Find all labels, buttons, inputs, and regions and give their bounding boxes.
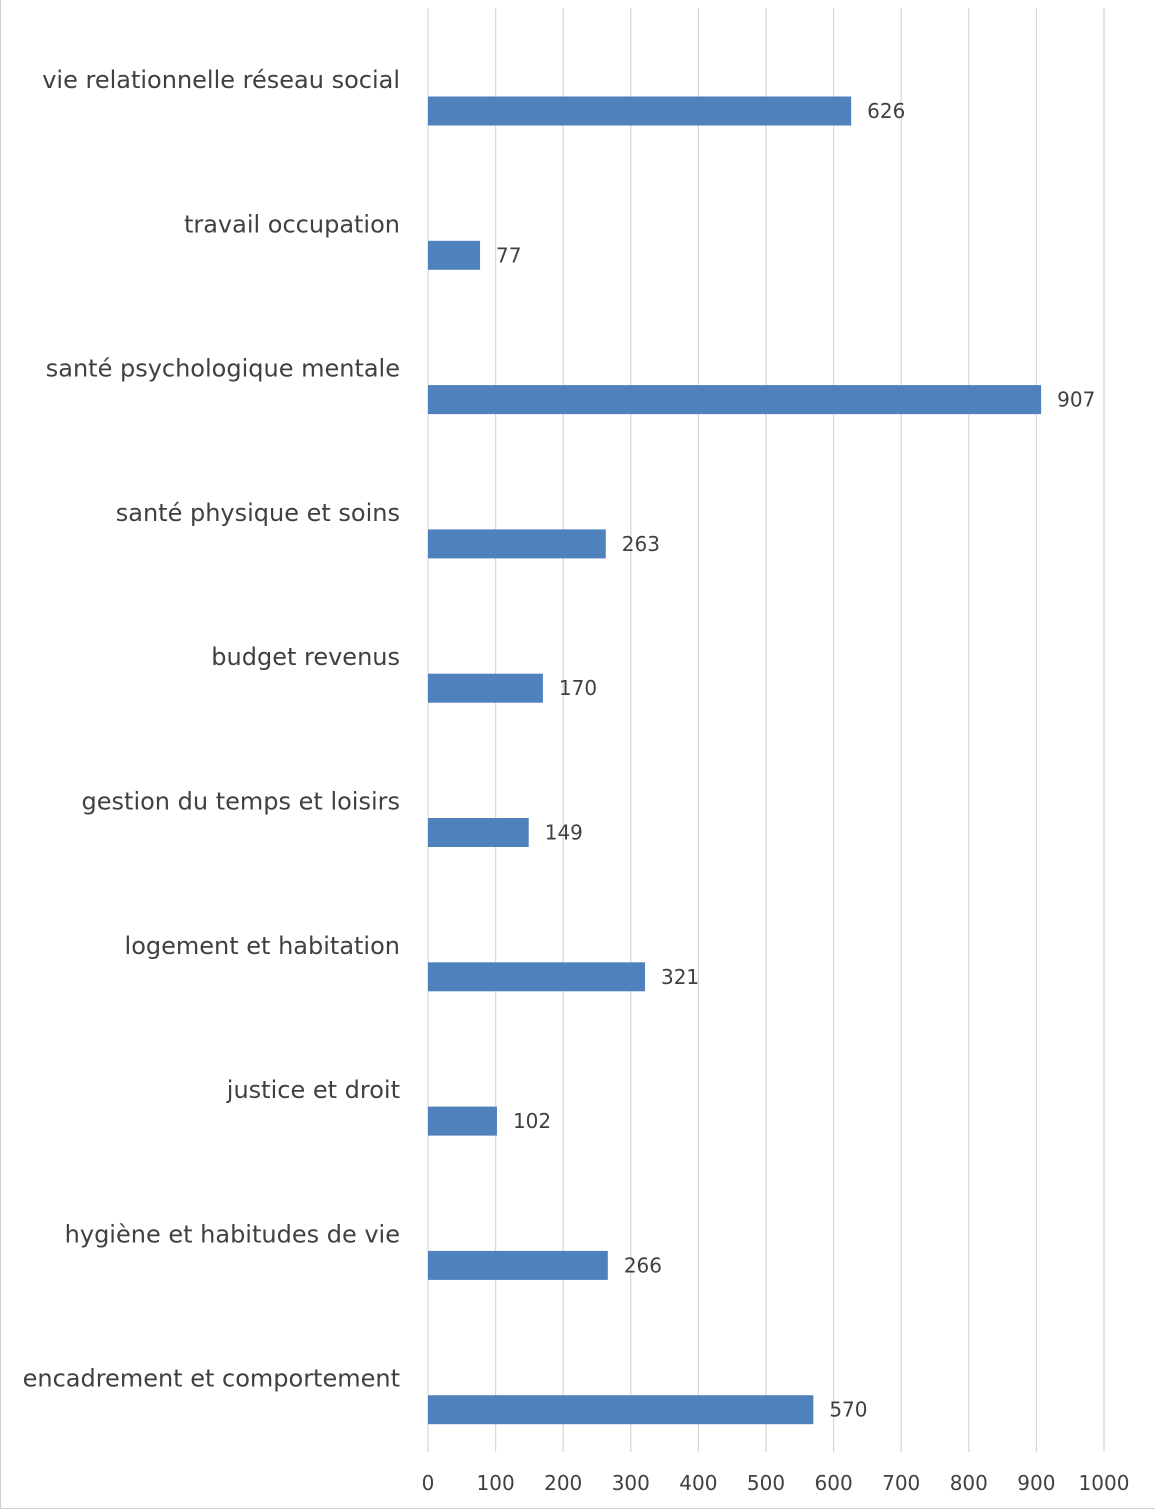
data-label-3: 263 bbox=[622, 532, 660, 556]
x-axis-ticks: 0 100 200 300 400 500 600 700 800 900 1000 bbox=[422, 1471, 1130, 1495]
bars bbox=[428, 96, 1042, 1425]
category-label-2: santé psychologique mentale bbox=[46, 355, 400, 383]
data-label-8: 266 bbox=[624, 1253, 662, 1277]
x-tick-label-400: 400 bbox=[679, 1471, 717, 1495]
bar-3 bbox=[428, 529, 606, 559]
data-label-0: 626 bbox=[867, 99, 905, 123]
x-tick-label-100: 100 bbox=[477, 1471, 515, 1495]
bar-1 bbox=[428, 240, 481, 270]
data-label-4: 170 bbox=[559, 676, 597, 700]
data-labels: 626 77 907 263 170 149 321 102 266 570 bbox=[496, 99, 1095, 1422]
bar-6 bbox=[428, 962, 645, 992]
data-label-1: 77 bbox=[496, 243, 521, 267]
category-label-9: encadrement et comportement bbox=[23, 1365, 400, 1393]
category-label-0: vie relationnelle réseau social bbox=[42, 66, 400, 94]
x-tick-label-900: 900 bbox=[1017, 1471, 1055, 1495]
x-tick-label-700: 700 bbox=[882, 1471, 920, 1495]
x-tick-label-1000: 1000 bbox=[1079, 1471, 1130, 1495]
bar-9 bbox=[428, 1395, 814, 1425]
data-label-7: 102 bbox=[513, 1109, 551, 1133]
bar-8 bbox=[428, 1250, 608, 1280]
bar-7 bbox=[428, 1106, 497, 1136]
category-label-8: hygiène et habitudes de vie bbox=[65, 1220, 400, 1248]
bar-4 bbox=[428, 673, 543, 703]
gridlines bbox=[427, 8, 1105, 1452]
category-label-7: justice et droit bbox=[226, 1076, 400, 1104]
category-label-1: travail occupation bbox=[184, 210, 400, 238]
bar-2 bbox=[428, 385, 1042, 415]
bar-5 bbox=[428, 818, 529, 847]
x-tick-label-300: 300 bbox=[612, 1471, 650, 1495]
x-tick-label-600: 600 bbox=[815, 1471, 853, 1495]
category-label-5: gestion du temps et loisirs bbox=[82, 788, 400, 816]
bar-0 bbox=[428, 96, 852, 126]
data-label-6: 321 bbox=[661, 965, 699, 989]
data-label-9: 570 bbox=[829, 1398, 867, 1422]
x-tick-label-200: 200 bbox=[544, 1471, 582, 1495]
category-label-4: budget revenus bbox=[211, 643, 400, 671]
x-tick-label-500: 500 bbox=[747, 1471, 785, 1495]
data-label-2: 907 bbox=[1057, 388, 1095, 412]
x-tick-label-0: 0 bbox=[422, 1471, 435, 1495]
category-label-6: logement et habitation bbox=[125, 932, 400, 960]
category-label-3: santé physique et soins bbox=[116, 499, 400, 527]
category-labels: vie relationnelle réseau social travail o… bbox=[23, 66, 400, 1393]
x-tick-label-800: 800 bbox=[950, 1471, 988, 1495]
data-label-5: 149 bbox=[545, 821, 583, 845]
